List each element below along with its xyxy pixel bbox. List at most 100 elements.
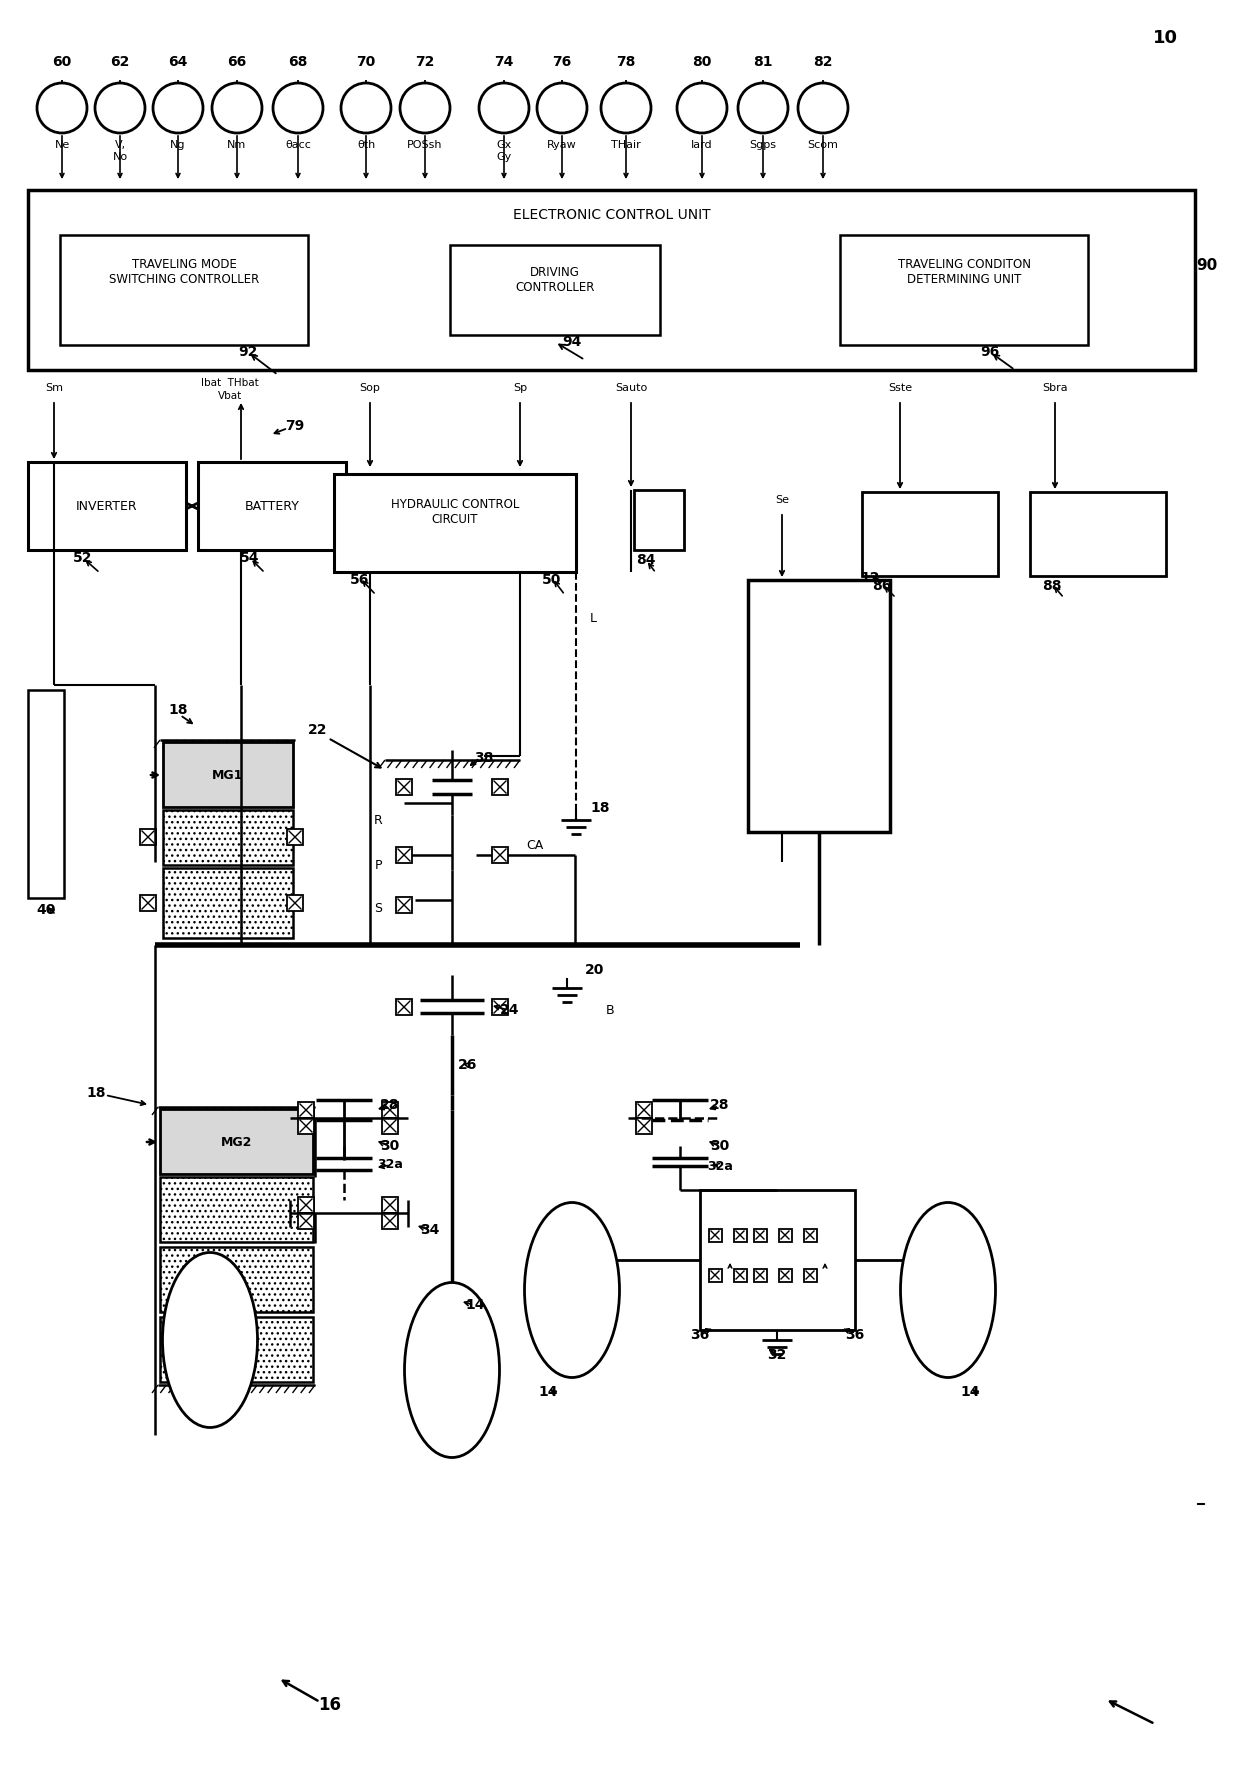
Text: 30: 30 xyxy=(381,1139,399,1153)
Circle shape xyxy=(677,83,727,133)
Text: 30: 30 xyxy=(711,1139,729,1153)
Text: Sop: Sop xyxy=(360,384,381,393)
Text: 32a: 32a xyxy=(707,1159,733,1173)
Bar xyxy=(298,1102,314,1118)
Bar xyxy=(492,778,508,794)
Bar xyxy=(734,1268,746,1283)
Circle shape xyxy=(601,83,651,133)
Text: 92: 92 xyxy=(238,345,258,359)
Bar xyxy=(29,690,64,899)
Text: POSsh: POSsh xyxy=(407,140,443,150)
Bar xyxy=(286,895,303,911)
Circle shape xyxy=(212,83,262,133)
Text: 14: 14 xyxy=(960,1385,980,1399)
Text: Sp: Sp xyxy=(513,384,527,393)
Bar xyxy=(160,1247,312,1313)
Text: 34: 34 xyxy=(420,1222,440,1237)
Bar xyxy=(636,1118,652,1134)
Text: 18: 18 xyxy=(169,702,187,716)
Bar xyxy=(748,580,890,831)
Text: 36: 36 xyxy=(691,1329,709,1343)
Text: Ne: Ne xyxy=(55,140,69,150)
Bar xyxy=(382,1118,398,1134)
Text: 10: 10 xyxy=(1152,28,1178,48)
Text: Gx
Gy: Gx Gy xyxy=(496,140,512,161)
Text: 72: 72 xyxy=(415,55,435,69)
Text: 20: 20 xyxy=(585,962,605,976)
Bar xyxy=(140,830,156,846)
Text: R: R xyxy=(373,814,382,826)
Bar xyxy=(709,1268,722,1283)
Bar xyxy=(396,999,412,1015)
Bar xyxy=(636,1102,652,1118)
Ellipse shape xyxy=(900,1203,996,1378)
Bar xyxy=(396,778,412,794)
Text: 64: 64 xyxy=(169,55,187,69)
Bar xyxy=(140,895,156,911)
Bar xyxy=(734,1229,746,1242)
Text: θth: θth xyxy=(357,140,376,150)
Text: 50: 50 xyxy=(542,573,562,587)
Bar xyxy=(862,492,998,577)
Text: 96: 96 xyxy=(981,345,999,359)
Bar xyxy=(450,244,660,334)
Text: 12: 12 xyxy=(861,571,879,586)
Text: 56: 56 xyxy=(351,573,370,587)
Bar xyxy=(162,869,293,938)
Bar xyxy=(29,462,186,550)
Text: 66: 66 xyxy=(227,55,247,69)
Text: B: B xyxy=(605,1003,614,1017)
Text: 32: 32 xyxy=(768,1348,786,1362)
Bar xyxy=(298,1198,314,1214)
Bar xyxy=(492,999,508,1015)
Text: 28: 28 xyxy=(711,1099,730,1113)
Text: 62: 62 xyxy=(110,55,130,69)
Text: 70: 70 xyxy=(356,55,376,69)
Text: 38: 38 xyxy=(475,752,494,764)
Circle shape xyxy=(153,83,203,133)
Text: 79: 79 xyxy=(285,419,305,433)
Bar xyxy=(804,1229,817,1242)
Text: BATTERY: BATTERY xyxy=(244,499,299,513)
Text: DRIVING
CONTROLLER: DRIVING CONTROLLER xyxy=(516,265,595,294)
Bar xyxy=(334,474,577,571)
Bar xyxy=(396,847,412,863)
Text: Sgps: Sgps xyxy=(749,140,776,150)
Bar xyxy=(396,897,412,913)
Bar xyxy=(160,1109,312,1175)
Text: 22: 22 xyxy=(309,724,327,738)
Text: Iard: Iard xyxy=(691,140,713,150)
Text: Sauto: Sauto xyxy=(615,384,647,393)
Text: TRAVELING MODE
SWITCHING CONTROLLER: TRAVELING MODE SWITCHING CONTROLLER xyxy=(109,258,259,287)
Bar xyxy=(162,741,293,807)
Bar xyxy=(382,1214,398,1229)
Text: Vbat: Vbat xyxy=(218,391,242,402)
Ellipse shape xyxy=(404,1283,500,1458)
Bar xyxy=(160,1316,312,1382)
Circle shape xyxy=(37,83,87,133)
Circle shape xyxy=(273,83,322,133)
Bar xyxy=(162,810,293,865)
Text: 54: 54 xyxy=(241,550,259,564)
Text: 88: 88 xyxy=(1043,578,1061,593)
Text: 94: 94 xyxy=(562,334,582,348)
Text: θacc: θacc xyxy=(285,140,311,150)
Circle shape xyxy=(479,83,529,133)
Text: Ibat  THbat: Ibat THbat xyxy=(201,379,259,387)
Text: 78: 78 xyxy=(616,55,636,69)
Text: TRAVELING CONDITON
DETERMINING UNIT: TRAVELING CONDITON DETERMINING UNIT xyxy=(898,258,1030,287)
Bar xyxy=(298,1214,314,1229)
Bar xyxy=(29,189,1195,370)
Bar xyxy=(779,1229,792,1242)
Text: 40: 40 xyxy=(36,902,56,916)
Circle shape xyxy=(537,83,587,133)
Bar xyxy=(60,235,308,345)
Text: 84: 84 xyxy=(636,554,656,568)
Text: V,
No: V, No xyxy=(113,140,128,161)
Text: 14: 14 xyxy=(465,1298,485,1313)
Text: THair: THair xyxy=(611,140,641,150)
Text: 32a: 32a xyxy=(377,1159,403,1171)
Circle shape xyxy=(738,83,787,133)
Bar xyxy=(839,235,1087,345)
Text: Sbra: Sbra xyxy=(1042,384,1068,393)
